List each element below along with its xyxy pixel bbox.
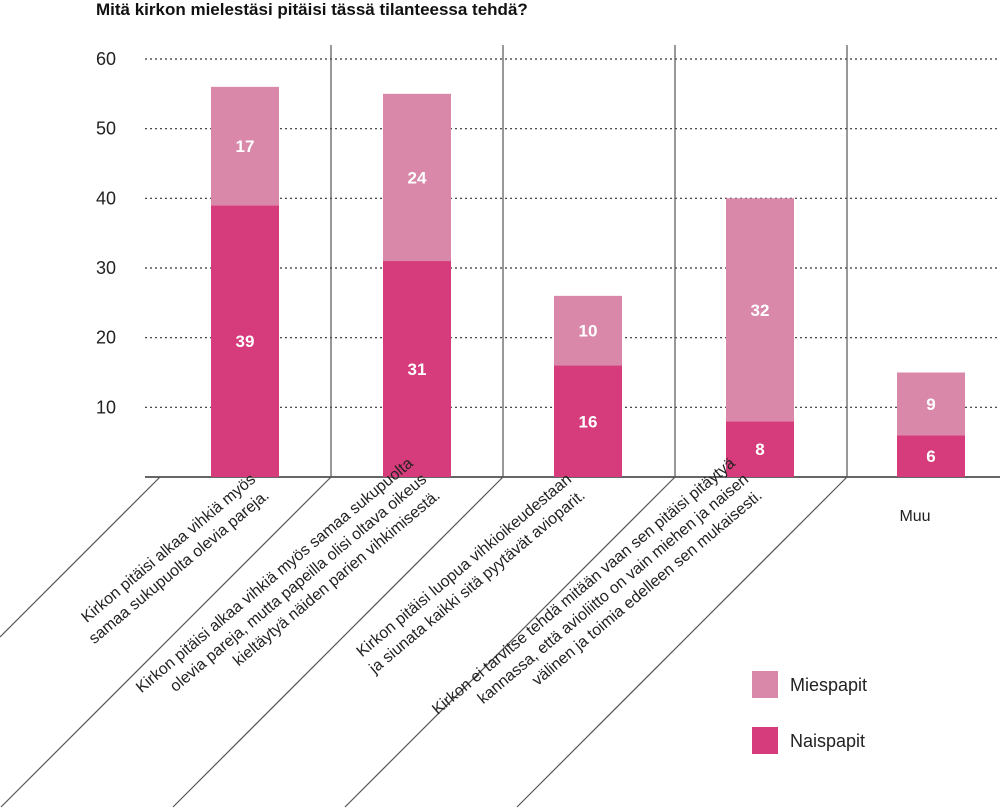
legend-swatch: [752, 727, 778, 754]
y-axis-ticks: 60 50 40 30 20 10: [96, 49, 116, 417]
bar-miespapit: [383, 93, 451, 262]
bar-value-label: 31: [408, 360, 427, 379]
bar-naispapit: [726, 421, 794, 477]
category-separator-diagonal: [516, 476, 848, 808]
category-separator-diagonal: [0, 476, 332, 808]
y-tick-label: 60: [96, 49, 116, 69]
bar-value-label: 6: [926, 447, 935, 466]
bar-value-label: 8: [755, 440, 764, 459]
y-tick-label: 30: [96, 258, 116, 278]
bar-value-label: 24: [408, 168, 427, 187]
category-separators: [0, 45, 848, 808]
bar-value-label: 39: [236, 332, 255, 351]
category-label-line: kannassa, että avioliitto on vain miehen…: [475, 471, 752, 708]
chart-title: Mitä kirkon mielestäsi pitäisi tässä til…: [96, 0, 528, 19]
legend: Miespapit Naispapit: [752, 671, 867, 754]
bar-naispapit: [554, 365, 622, 477]
bar-miespapit: [897, 372, 965, 436]
legend-label: Naispapit: [790, 731, 865, 751]
bar-value-label: 9: [926, 395, 935, 414]
bar-naispapit: [383, 261, 451, 477]
bar-value-label: 16: [579, 412, 598, 431]
y-tick-label: 10: [96, 397, 116, 417]
category-label: Kirkon pitäisi alkaa vihkiä myös samaa s…: [133, 455, 443, 697]
bar-miespapit: [726, 198, 794, 422]
bar-miespapit: [554, 295, 622, 366]
bar-naispapit: [211, 205, 279, 478]
category-label: Kirkon ei tarvitse tehdä mitään vaan sen…: [429, 455, 765, 718]
bars: 39 17 31 24 16 10 8 32 6 9: [211, 86, 965, 478]
y-tick-label: 20: [96, 328, 116, 348]
bar-miespapit: [211, 86, 279, 206]
legend-label: Miespapit: [790, 675, 867, 695]
category-separator-diagonal: [0, 476, 161, 638]
y-tick-label: 40: [96, 188, 116, 208]
category-separator-diagonal: [344, 476, 676, 808]
bar-value-label: 17: [236, 137, 255, 156]
bar-value-label: 32: [751, 301, 770, 320]
y-tick-label: 50: [96, 119, 116, 139]
bar-value-label: 10: [579, 322, 598, 341]
category-label: Muu: [899, 508, 930, 525]
bar-naispapit: [897, 435, 965, 477]
legend-swatch: [752, 671, 778, 698]
category-separator-diagonal: [172, 476, 504, 808]
